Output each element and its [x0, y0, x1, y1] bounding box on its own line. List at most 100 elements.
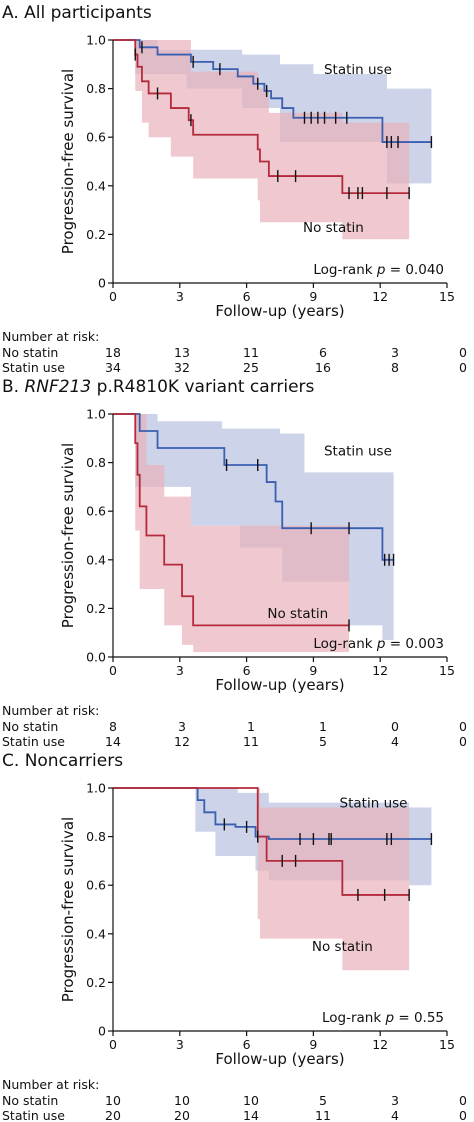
logrank-p: p: [376, 636, 386, 652]
risk-row-label: No statin: [2, 345, 58, 360]
panel-title-text: Noncarriers: [25, 751, 124, 771]
panel-title-gene: RNF213: [24, 377, 91, 397]
y-tick-label: 0.8: [86, 81, 106, 96]
y-tick-label: 0.4: [86, 178, 106, 193]
y-tick-label: 0.0: [86, 650, 106, 665]
risk-cell: 10: [105, 1093, 121, 1108]
y-tick-label: 0.4: [86, 926, 106, 941]
panel-title: B. RNF213 p.R4810K variant carriers: [2, 377, 315, 397]
risk-cell: 8: [391, 360, 399, 375]
x-tick-label: 3: [176, 1037, 184, 1052]
survival-curve-no-statin: [113, 413, 350, 627]
survival-curve-no-statin: [113, 787, 410, 896]
ci-band-no-statin: [135, 414, 350, 653]
y-axis-label: Progression-free survival: [59, 69, 77, 254]
x-tick-label: 6: [243, 289, 251, 304]
panel-title: C. Noncarriers: [2, 751, 123, 771]
x-tick-label: 9: [309, 289, 317, 304]
logrank-prefix: Log-rank: [322, 1010, 385, 1026]
series-label-no-statin: No statin: [303, 220, 364, 236]
risk-cell: 11: [243, 734, 259, 749]
x-tick-label: 0: [109, 289, 117, 304]
risk-cell: 14: [243, 1108, 259, 1122]
panel-title: A. All participants: [2, 3, 152, 23]
risk-cell: 3: [391, 345, 399, 360]
risk-cell: 20: [105, 1108, 121, 1122]
risk-cell: 10: [243, 1093, 259, 1108]
km-chart-noncarriers: C. Noncarriers 0 0.2 0.4 0.6 0.8 1.0 0 3 6 9 12 15 Fo…: [2, 751, 467, 1122]
risk-cell: 4: [391, 1108, 399, 1122]
x-tick-label: 15: [439, 289, 455, 304]
risk-cell: 11: [315, 1108, 331, 1122]
y-tick-label: 0: [98, 276, 106, 291]
y-tick-label: 1.0: [86, 33, 106, 48]
logrank-annotation: Log-rank p = 0.040: [313, 262, 444, 278]
x-tick-label: 3: [176, 663, 184, 678]
logrank-annotation: Log-rank p = 0.55: [322, 1010, 444, 1026]
y-tick-label: 1.0: [86, 781, 106, 796]
y-tick-label: 0.2: [86, 975, 106, 990]
risk-cell: 25: [243, 360, 259, 375]
risk-cell: 14: [105, 734, 121, 749]
x-tick-label: 15: [439, 1037, 455, 1052]
y-axis-label: Progression-free survival: [59, 443, 77, 628]
risk-row-label: Statin use: [2, 360, 65, 375]
y-tick-label: 0.4: [86, 552, 106, 567]
x-tick-label: 0: [109, 663, 117, 678]
risk-row-label: Statin use: [2, 1108, 65, 1122]
panel-c: C. Noncarriers 0 0.2 0.4 0.6 0.8 1.0 0 3 6 9 12 15 Fo…: [0, 748, 474, 1122]
risk-cell: 1: [247, 719, 255, 734]
series-label-statin: Statin use: [340, 795, 408, 811]
risk-table-title: Number at risk:: [2, 1077, 99, 1092]
risk-cell: 0: [459, 1108, 467, 1122]
risk-cell: 4: [391, 734, 399, 749]
x-tick-label: 6: [243, 1037, 251, 1052]
risk-cell: 13: [174, 345, 190, 360]
x-tick-label: 15: [439, 663, 455, 678]
risk-cell: 5: [319, 1093, 327, 1108]
series-label-statin: Statin use: [324, 62, 392, 78]
x-tick-label: 0: [109, 1037, 117, 1052]
risk-row-label: Statin use: [2, 734, 65, 749]
logrank-annotation: Log-rank p = 0.003: [313, 636, 444, 652]
y-tick-label: 1.0: [86, 407, 106, 422]
panel-title-text: All participants: [24, 3, 152, 23]
risk-cell: 12: [174, 734, 190, 749]
km-chart-all-participants: A. All participants 0 0.2 0.4 0.6 0.8 1.0 0 3 6 9 1…: [2, 3, 467, 375]
panel-letter: A.: [2, 3, 24, 23]
risk-table-title: Number at risk:: [2, 703, 99, 718]
panel-letter: B.: [2, 377, 24, 397]
logrank-p: p: [384, 1010, 394, 1026]
km-chart-variant-carriers: B. RNF213 p.R4810K variant carriers 0.0 0.…: [2, 377, 467, 749]
panel-letter: C.: [2, 751, 25, 771]
y-axis-label: Progression-free survival: [59, 817, 77, 1002]
y-tick-label: 0.2: [86, 601, 106, 616]
y-tick-label: 0.2: [86, 227, 106, 242]
logrank-value: = 0.003: [385, 636, 444, 652]
logrank-value: = 0.55: [394, 1010, 444, 1026]
risk-cell: 3: [178, 719, 186, 734]
risk-cell: 32: [174, 360, 190, 375]
y-tick-label: 0: [98, 1024, 106, 1039]
x-tick-label: 12: [372, 663, 388, 678]
x-tick-label: 9: [309, 663, 317, 678]
risk-cell: 0: [459, 345, 467, 360]
x-axis-label: Follow-up (years): [215, 1050, 344, 1068]
series-label-no-statin: No statin: [267, 606, 328, 622]
survival-curve-statin: [113, 39, 432, 143]
risk-cell: 18: [105, 345, 121, 360]
logrank-prefix: Log-rank: [313, 636, 376, 652]
series-label-no-statin: No statin: [312, 939, 373, 955]
ci-band-no-statin: [135, 40, 410, 240]
x-tick-label: 12: [372, 289, 388, 304]
risk-cell: 5: [319, 734, 327, 749]
panel-b: B. RNF213 p.R4810K variant carriers 0.0 0.…: [0, 374, 474, 749]
risk-cell: 0: [459, 734, 467, 749]
x-tick-label: 6: [243, 663, 251, 678]
risk-cell: 1: [319, 719, 327, 734]
survival-curve-no-statin: [113, 39, 410, 194]
x-tick-label: 9: [309, 1037, 317, 1052]
y-tick-label: 0.8: [86, 829, 106, 844]
risk-cell: 3: [391, 1093, 399, 1108]
risk-row-label: No statin: [2, 719, 58, 734]
